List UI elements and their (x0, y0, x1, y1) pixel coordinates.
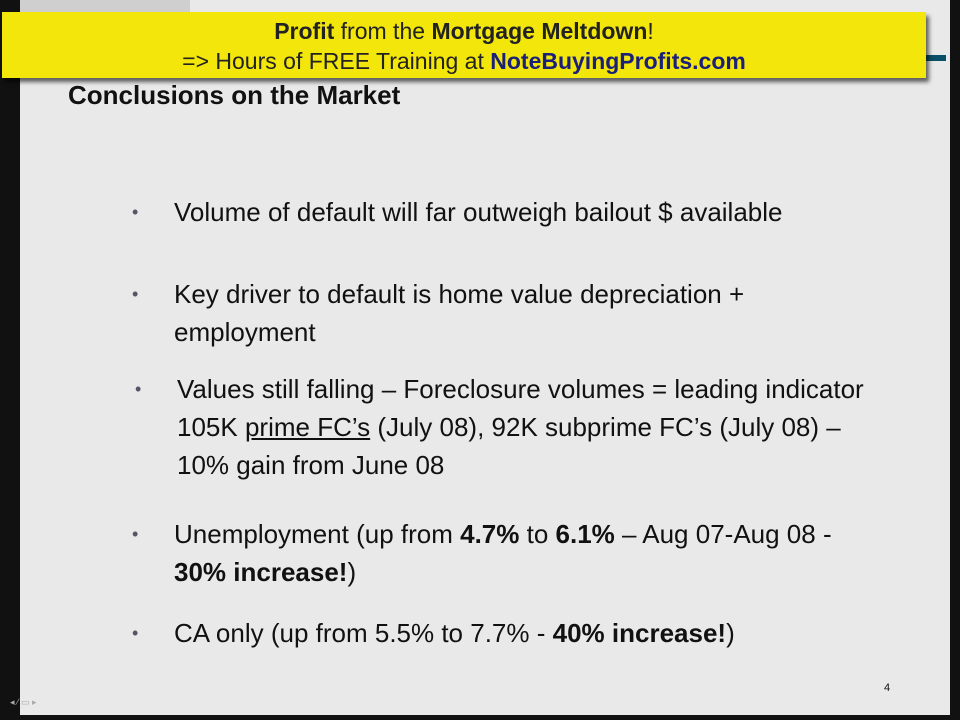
bullet-icon: • (132, 623, 139, 643)
text-run: ) (347, 557, 357, 587)
text-run: ) (726, 618, 735, 648)
banner-line-2: => Hours of FREE Training at NoteBuyingP… (2, 46, 926, 76)
bullet-item: • Key driver to default is home value dep… (132, 275, 872, 351)
page-number: 4 (884, 682, 891, 694)
bullet-item: • Values still falling – Foreclosure volu… (135, 370, 895, 484)
bullet-text: Values still falling – Foreclosure volum… (177, 370, 895, 484)
banner-line-1: Profit from the Mortgage Meltdown! (2, 16, 926, 46)
banner-text: ! (647, 18, 654, 44)
bold-text: 30% increase! (174, 557, 348, 587)
text-run: to (519, 519, 556, 549)
banner-url[interactable]: NoteBuyingProfits.com (490, 48, 746, 74)
banner-text: from the (334, 18, 432, 44)
slide-title: Conclusions on the Market (68, 80, 401, 110)
bullet-text: Unemployment (up from 4.7% to 6.1% – Aug… (174, 515, 852, 591)
banner-bold: Mortgage Meltdown (431, 18, 648, 44)
bold-text: 6.1% (555, 519, 615, 549)
slide-controls[interactable]: ◂ ⁄ ▭ ▸ (10, 697, 37, 707)
bullet-text: Key driver to default is home value depr… (174, 279, 745, 347)
text-run: Values still falling – Foreclosure volum… (177, 374, 864, 442)
text-run: CA only (up from 5.5% to 7.7% - (174, 618, 553, 648)
promo-banner: Profit from the Mortgage Meltdown! => Ho… (2, 12, 926, 78)
banner-text: => Hours of FREE Training at (182, 48, 491, 74)
bold-text: 4.7% (460, 519, 520, 549)
banner-bold: Profit (274, 18, 335, 44)
bold-text: 40% increase! (552, 618, 727, 648)
bullet-item: • Volume of default will far outweigh bai… (132, 193, 832, 231)
bullet-icon: • (132, 524, 139, 544)
bullet-item: • Unemployment (up from 4.7% to 6.1% – Au… (132, 515, 852, 591)
bullet-text: CA only (up from 5.5% to 7.7% - 40% incr… (174, 614, 892, 652)
bullet-icon: • (135, 379, 142, 399)
text-run: (July 08), 92K subprime FC’s (July 08) –… (177, 412, 841, 480)
accent-bar (926, 55, 946, 61)
text-run: Unemployment (up from (174, 519, 461, 549)
text-run: – Aug 07-Aug 08 - (614, 519, 832, 549)
bullet-item: • CA only (up from 5.5% to 7.7% - 40% inc… (132, 614, 892, 652)
bullet-icon: • (132, 284, 139, 304)
bullet-text: Volume of default will far outweigh bail… (174, 197, 783, 227)
underlined-text: prime FC’s (244, 412, 371, 442)
bullet-icon: • (132, 202, 139, 222)
slide (20, 0, 950, 715)
